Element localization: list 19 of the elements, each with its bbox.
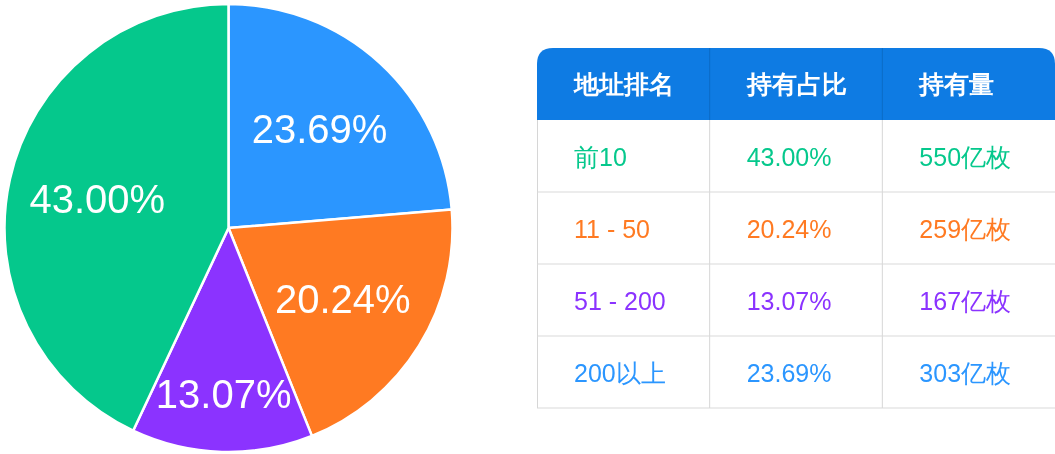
data-label: 167亿枚 [919, 287, 1012, 315]
category-label: 前10 [574, 143, 627, 171]
text: 地址排名 [573, 70, 674, 98]
category-label: 11 - 50 [574, 215, 650, 243]
text: 持有占比 [745, 70, 847, 98]
data-label: 23.69% [251, 107, 388, 152]
category-label: 51 - 200 [574, 287, 666, 315]
data-label: 20.24% [274, 276, 411, 321]
data-label: 550亿枚 [919, 143, 1012, 171]
data-label: 303亿枚 [919, 359, 1012, 387]
data-label: 23.69% [746, 359, 832, 387]
data-label: 43.00% [746, 143, 832, 171]
text: 持有量 [918, 70, 995, 98]
data-label: 259亿枚 [919, 215, 1012, 243]
data-label: 13.07% [155, 371, 292, 416]
category-label: 200以上 [574, 359, 666, 387]
data-label: 43.00% [29, 176, 166, 221]
data-label: 20.24% [746, 215, 832, 243]
data-label: 13.07% [746, 287, 832, 315]
